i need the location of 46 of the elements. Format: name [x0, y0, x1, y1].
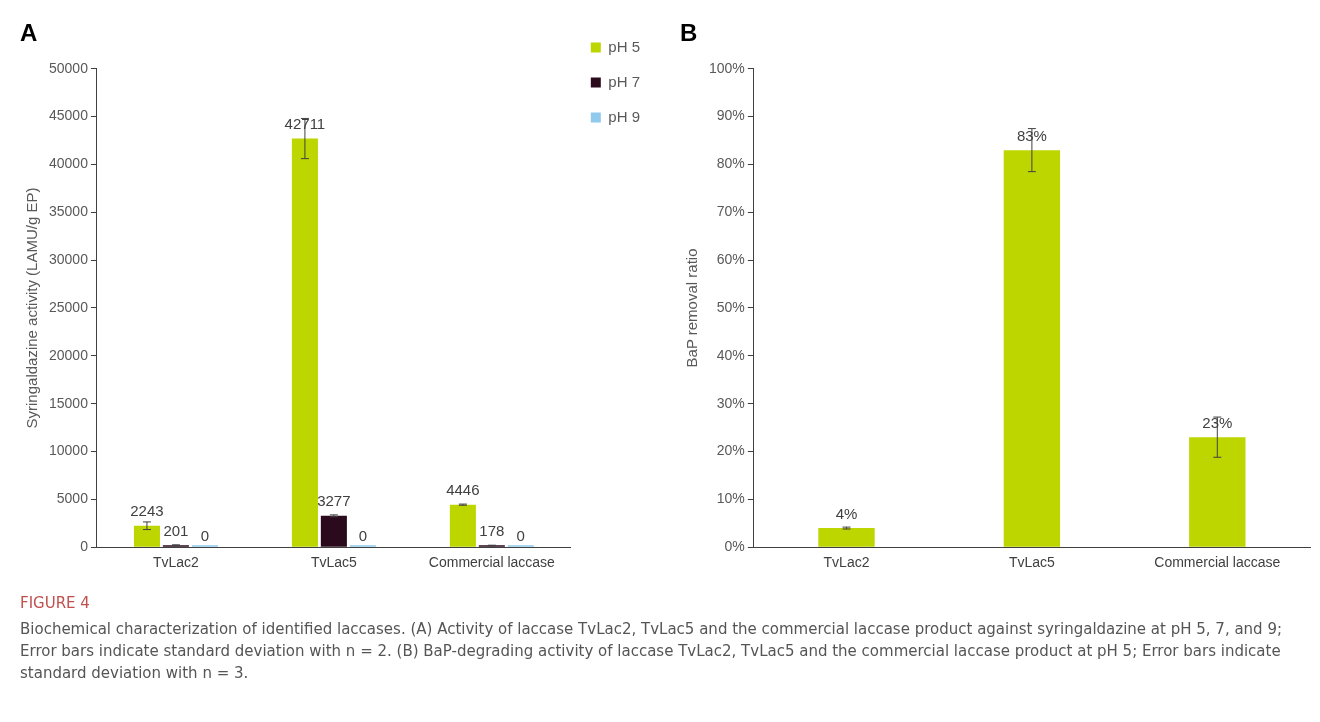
x-tick-label: TvLac5	[310, 554, 358, 571]
chart-title: B	[680, 19, 698, 47]
x-tick-label: TvLac5	[1008, 554, 1056, 571]
y-tick-label: 50%	[716, 298, 745, 315]
y-tick-label: 20000	[48, 346, 89, 363]
y-tick-label: 5000	[56, 490, 89, 507]
y-tick-label: 20%	[716, 442, 745, 459]
y-tick-label: 30%	[716, 394, 745, 411]
data-label: 4%	[835, 504, 858, 522]
y-axis-title: Syringaldazine activity (LAMU/g EP)	[23, 187, 41, 429]
y-tick-label: 100%	[708, 59, 745, 76]
y-tick-label: 35000	[48, 203, 89, 220]
y-tick-label: 70%	[716, 203, 745, 220]
x-tick-label: Commercial laccase	[1154, 554, 1281, 571]
y-tick-label: 40%	[716, 346, 745, 363]
x-tick-label: Commercial laccase	[428, 554, 556, 571]
y-tick-label: 25000	[48, 298, 89, 315]
y-tick-label: 0%	[724, 538, 745, 555]
legend-label: pH 7	[608, 72, 640, 90]
chart-title: A	[20, 19, 38, 47]
y-tick-label: 40000	[48, 155, 89, 172]
legend-label: pH 9	[608, 107, 640, 125]
legend-label: pH 5	[608, 37, 640, 55]
caption: FIGURE 4	[20, 593, 91, 614]
data-label: 4446	[446, 481, 480, 499]
y-tick-label: 90%	[716, 107, 745, 124]
y-axis-title: BaP removal ratio	[683, 248, 701, 368]
x-tick-label: TvLac2	[823, 554, 870, 571]
y-tick-label: 45000	[48, 107, 89, 124]
data-label: 178	[479, 521, 505, 539]
y-tick-label: 30000	[48, 251, 89, 268]
data-label: 3277	[317, 492, 351, 510]
y-tick-label: 60%	[716, 251, 745, 268]
y-tick-label: 10%	[716, 490, 745, 507]
y-tick-label: 80%	[716, 155, 745, 172]
y-tick-label: 50000	[48, 59, 89, 76]
data-label: 0	[358, 526, 367, 544]
data-label: 0	[516, 526, 525, 544]
y-tick-label: 15000	[48, 394, 89, 411]
data-label: 2243	[130, 502, 164, 520]
x-tick-label: TvLac2	[152, 554, 200, 571]
text: Biochemical characterization of identified laccases. (A) Activity of laccase TvLac2, TvLac5 and the commercial laccase product against syringaldazine at pH 5, 7, and 9; Error bars indicate standard deviation with n = 2. (B) BaP-degrading activity of laccase TvLac2, TvLac5 and the commercial laccase product at pH 5; Error bars indicate standard deviation with n = 3.	[20, 619, 1283, 684]
data-label: 0	[200, 526, 210, 544]
y-tick-label: 10000	[48, 442, 89, 459]
data-label: 201	[163, 521, 189, 539]
y-tick-label: 0	[80, 538, 89, 555]
